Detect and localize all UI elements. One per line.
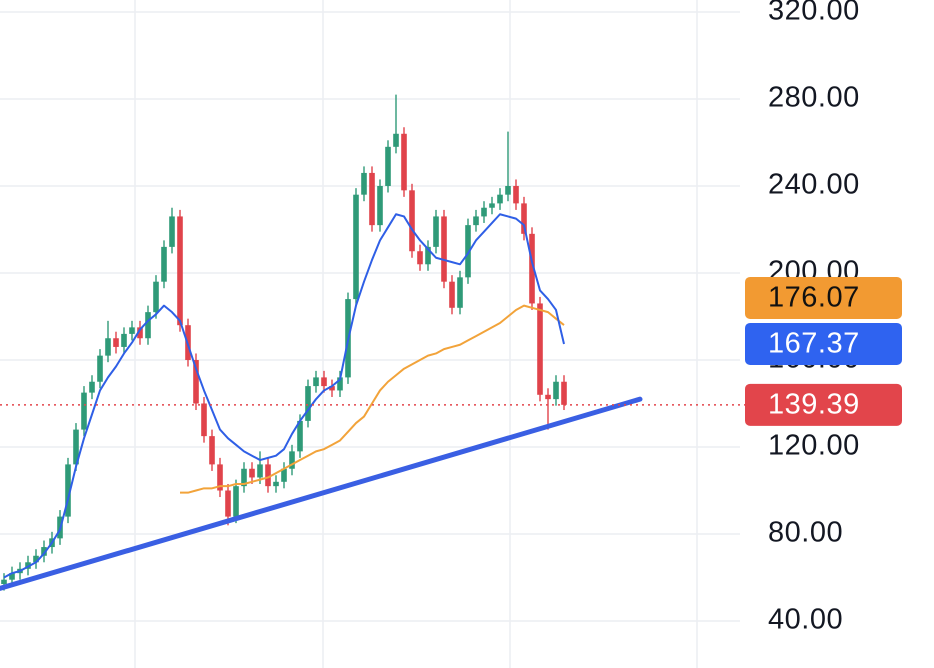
candle-body bbox=[97, 355, 103, 382]
candle-body bbox=[113, 338, 119, 347]
candle-body bbox=[89, 381, 95, 393]
y-tick-label: 240.00 bbox=[768, 169, 860, 201]
candle-body bbox=[145, 312, 151, 339]
price-badge bbox=[745, 383, 902, 426]
candle-body bbox=[537, 303, 543, 395]
candle-body bbox=[353, 194, 359, 300]
price-badge-label: 167.37 bbox=[768, 328, 860, 360]
candle-body bbox=[417, 251, 423, 265]
candle-body bbox=[33, 555, 39, 563]
candle-body bbox=[137, 327, 143, 339]
candle-body bbox=[529, 233, 535, 304]
candle-body bbox=[313, 377, 319, 387]
moving-average-line bbox=[180, 304, 565, 494]
candle-body bbox=[241, 468, 247, 487]
candle-body bbox=[161, 246, 167, 282]
price-badge-label: 139.39 bbox=[768, 388, 860, 420]
candle-body bbox=[401, 133, 407, 191]
candle-body bbox=[289, 451, 295, 469]
y-tick-label: 320.00 bbox=[768, 0, 860, 27]
candle-body bbox=[73, 429, 79, 465]
candle-body bbox=[129, 327, 135, 334]
candle-body bbox=[505, 185, 511, 195]
candle-body bbox=[513, 185, 519, 204]
candle-body bbox=[297, 420, 303, 452]
candle-body bbox=[561, 381, 567, 405]
candle-body bbox=[305, 386, 311, 421]
candle-body bbox=[201, 403, 207, 437]
candle-body bbox=[321, 377, 327, 387]
candle-body bbox=[441, 216, 447, 282]
y-tick-label: 120.00 bbox=[768, 430, 860, 462]
candle-body bbox=[257, 464, 263, 478]
y-tick-label: 280.00 bbox=[768, 82, 860, 114]
candle-body bbox=[369, 172, 375, 226]
price-badge-label: 176.07 bbox=[768, 282, 860, 314]
y-tick-label: 80.00 bbox=[768, 517, 843, 549]
candle-body bbox=[329, 386, 335, 391]
candle-body bbox=[449, 281, 455, 308]
candle-body bbox=[153, 281, 159, 313]
candle-body bbox=[361, 172, 367, 195]
candle-body bbox=[177, 216, 183, 326]
candle-body bbox=[457, 277, 463, 308]
price-badge bbox=[745, 322, 902, 365]
candle-body bbox=[249, 468, 255, 478]
candle-body bbox=[193, 359, 199, 404]
candle-body bbox=[41, 547, 47, 556]
candle-body bbox=[1, 579, 7, 585]
candle-body bbox=[233, 486, 239, 517]
candle-body bbox=[9, 573, 15, 580]
candle-body bbox=[385, 146, 391, 186]
y-tick-label: 40.00 bbox=[768, 604, 843, 636]
candle-body bbox=[273, 481, 279, 487]
candle-body bbox=[81, 392, 87, 430]
candle-body bbox=[209, 436, 215, 465]
candle-body bbox=[553, 381, 559, 400]
candle-body bbox=[121, 333, 127, 347]
candle-body bbox=[521, 203, 527, 234]
candle-body bbox=[377, 185, 383, 226]
candle-body bbox=[337, 377, 343, 391]
candle-body bbox=[409, 190, 415, 252]
candle-body bbox=[465, 225, 471, 278]
vertical-grid bbox=[134, 0, 698, 668]
candle-body bbox=[393, 133, 399, 147]
candle-body bbox=[473, 216, 479, 226]
candle-body bbox=[265, 464, 271, 487]
candle-body bbox=[497, 194, 503, 204]
candle-body bbox=[433, 216, 439, 247]
candle-body bbox=[545, 394, 551, 400]
candle-body bbox=[489, 203, 495, 208]
candle-body bbox=[281, 468, 287, 482]
candle-body bbox=[105, 338, 111, 356]
candle-body bbox=[217, 464, 223, 491]
candle-body bbox=[481, 207, 487, 217]
candle-body bbox=[65, 464, 71, 517]
candle-body bbox=[225, 490, 231, 517]
candle-body bbox=[169, 216, 175, 247]
price-badge bbox=[745, 276, 902, 319]
moving-average-line bbox=[3, 213, 565, 579]
candle-body bbox=[425, 246, 431, 265]
trend-line bbox=[0, 396, 643, 591]
